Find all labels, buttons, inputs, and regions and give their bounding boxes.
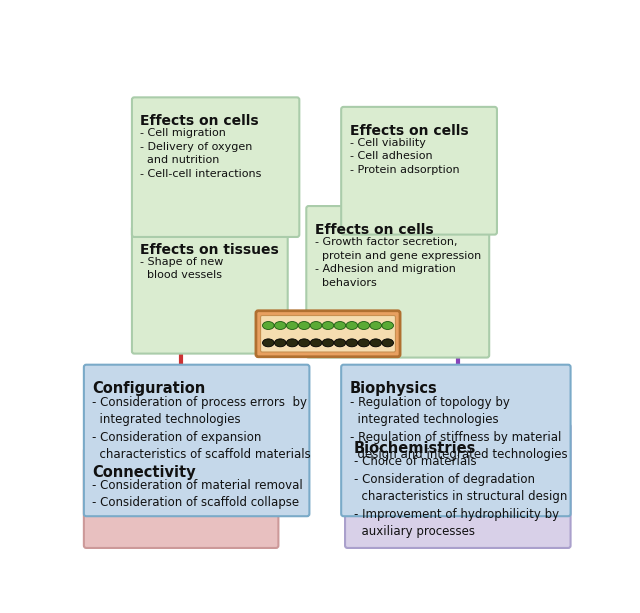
Ellipse shape (382, 339, 394, 347)
Ellipse shape (286, 322, 298, 329)
Text: Effects on cells: Effects on cells (140, 114, 259, 128)
Text: Biochemistries: Biochemistries (353, 441, 476, 456)
Ellipse shape (346, 322, 358, 329)
FancyBboxPatch shape (132, 226, 288, 354)
Ellipse shape (322, 322, 334, 329)
FancyBboxPatch shape (345, 424, 571, 548)
Ellipse shape (262, 339, 274, 347)
Ellipse shape (382, 322, 394, 329)
Ellipse shape (358, 322, 370, 329)
FancyBboxPatch shape (307, 206, 489, 357)
Text: Effects on tissues: Effects on tissues (140, 243, 279, 256)
Ellipse shape (334, 339, 346, 347)
Ellipse shape (370, 322, 381, 329)
FancyBboxPatch shape (84, 448, 278, 548)
Text: - Choice of materials
- Consideration of degradation
  characteristics in struct: - Choice of materials - Consideration of… (353, 455, 567, 538)
Text: - Consideration of process errors  by
  integrated technologies
- Consideration : - Consideration of process errors by int… (92, 395, 311, 461)
Text: Configuration: Configuration (92, 381, 205, 397)
Ellipse shape (334, 322, 346, 329)
FancyBboxPatch shape (260, 316, 396, 352)
Ellipse shape (286, 339, 298, 347)
FancyBboxPatch shape (341, 365, 571, 516)
Text: - Regulation of topology by
  integrated technologies
- Regulation of stiffness : - Regulation of topology by integrated t… (349, 395, 567, 461)
Text: - Cell migration
- Delivery of oxygen
  and nutrition
- Cell-cell interactions: - Cell migration - Delivery of oxygen an… (140, 128, 262, 179)
Ellipse shape (370, 339, 381, 347)
FancyBboxPatch shape (84, 365, 309, 516)
Ellipse shape (275, 322, 286, 329)
Ellipse shape (322, 339, 334, 347)
Ellipse shape (310, 339, 322, 347)
Ellipse shape (310, 322, 322, 329)
FancyBboxPatch shape (132, 97, 300, 237)
Ellipse shape (358, 339, 370, 347)
Ellipse shape (346, 339, 358, 347)
Text: - Shape of new
  blood vessels: - Shape of new blood vessels (140, 257, 224, 280)
Ellipse shape (262, 322, 274, 329)
Text: - Consideration of material removal
- Consideration of scaffold collapse: - Consideration of material removal - Co… (92, 479, 303, 509)
Ellipse shape (298, 339, 310, 347)
Text: - Cell viability
- Cell adhesion
- Protein adsorption: - Cell viability - Cell adhesion - Prote… (349, 138, 460, 175)
Ellipse shape (275, 339, 286, 347)
Text: Effects on cells: Effects on cells (315, 223, 433, 237)
Text: - Growth factor secretion,
  protein and gene expression
- Adhesion and migratio: - Growth factor secretion, protein and g… (315, 237, 481, 287)
FancyBboxPatch shape (341, 107, 497, 235)
Text: Connectivity: Connectivity (92, 465, 196, 479)
Text: Biophysics: Biophysics (349, 381, 438, 397)
Ellipse shape (298, 322, 310, 329)
Text: Effects on cells: Effects on cells (349, 124, 468, 137)
FancyBboxPatch shape (256, 311, 400, 357)
